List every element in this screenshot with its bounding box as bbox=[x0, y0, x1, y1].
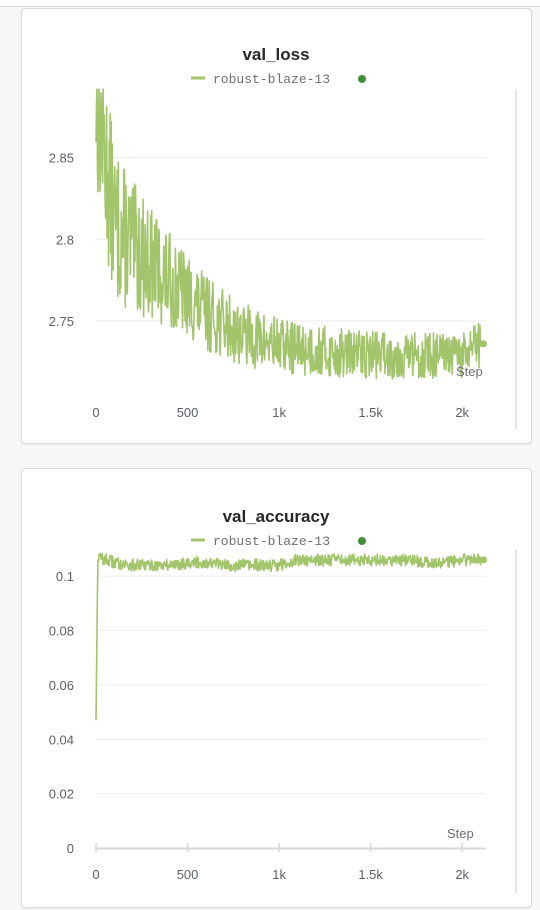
val-loss-panel[interactable]: val_loss robust-blaze-13 2.75 2.8 2.85 0 50… bbox=[21, 8, 532, 444]
y-tick-label: 0.1 bbox=[56, 569, 74, 584]
series-line-robust-blaze-13[interactable] bbox=[95, 552, 482, 721]
legend-dot-icon bbox=[358, 537, 366, 545]
y-tick-label: 2.75 bbox=[49, 314, 74, 329]
x-tick-label: 500 bbox=[177, 867, 199, 882]
y-tick-label: 0.08 bbox=[49, 624, 74, 639]
x-axis: 0 500 1k 1.5k 2k bbox=[92, 843, 486, 882]
x-axis-label: Step bbox=[456, 364, 483, 379]
y-tick-label: 0.04 bbox=[49, 732, 74, 747]
series-line-robust-blaze-13[interactable] bbox=[95, 88, 482, 380]
val-accuracy-chart: val_accuracy robust-blaze-13 0 0.02 0.04 0.… bbox=[49, 507, 517, 893]
legend-label[interactable]: robust-blaze-13 bbox=[213, 534, 330, 549]
x-tick-label: 2k bbox=[455, 867, 469, 882]
chart-title: val_accuracy bbox=[223, 507, 330, 526]
y-tick-label: 2.85 bbox=[49, 151, 74, 166]
y-tick-label: 0.06 bbox=[49, 678, 74, 693]
legend-dot-icon bbox=[358, 75, 366, 83]
y-axis: 2.75 2.8 2.85 bbox=[49, 151, 74, 329]
legend-label[interactable]: robust-blaze-13 bbox=[213, 72, 330, 87]
x-tick-label: 0 bbox=[92, 405, 99, 420]
series-layer bbox=[95, 88, 488, 380]
y-axis: 0 0.02 0.04 0.06 0.08 0.1 bbox=[49, 569, 74, 856]
x-tick-label: 1k bbox=[272, 405, 286, 420]
previous-panel-edge bbox=[0, 0, 540, 7]
y-tick-label: 0.02 bbox=[49, 787, 74, 802]
series-end-point bbox=[480, 340, 488, 348]
x-tick-label: 500 bbox=[177, 405, 199, 420]
x-axis: 0 500 1k 1.5k 2k bbox=[92, 405, 469, 420]
x-tick-label: 1.5k bbox=[358, 867, 383, 882]
x-tick-label: 0 bbox=[92, 867, 99, 882]
x-tick-label: 1k bbox=[272, 867, 286, 882]
grid-lines bbox=[96, 575, 486, 849]
x-axis-label: Step bbox=[447, 826, 474, 841]
series-end-point bbox=[480, 556, 488, 564]
chart-title: val_loss bbox=[242, 45, 309, 64]
y-tick-label: 2.8 bbox=[56, 232, 74, 247]
x-tick-label: 2k bbox=[455, 405, 469, 420]
x-tick-label: 1.5k bbox=[358, 405, 383, 420]
y-tick-label: 0 bbox=[67, 841, 74, 856]
val-loss-chart: val_loss robust-blaze-13 2.75 2.8 2.85 0 50… bbox=[49, 45, 517, 429]
series-layer bbox=[95, 552, 488, 721]
val-accuracy-panel[interactable]: val_accuracy robust-blaze-13 0 0.02 0.04 0.… bbox=[21, 468, 532, 908]
